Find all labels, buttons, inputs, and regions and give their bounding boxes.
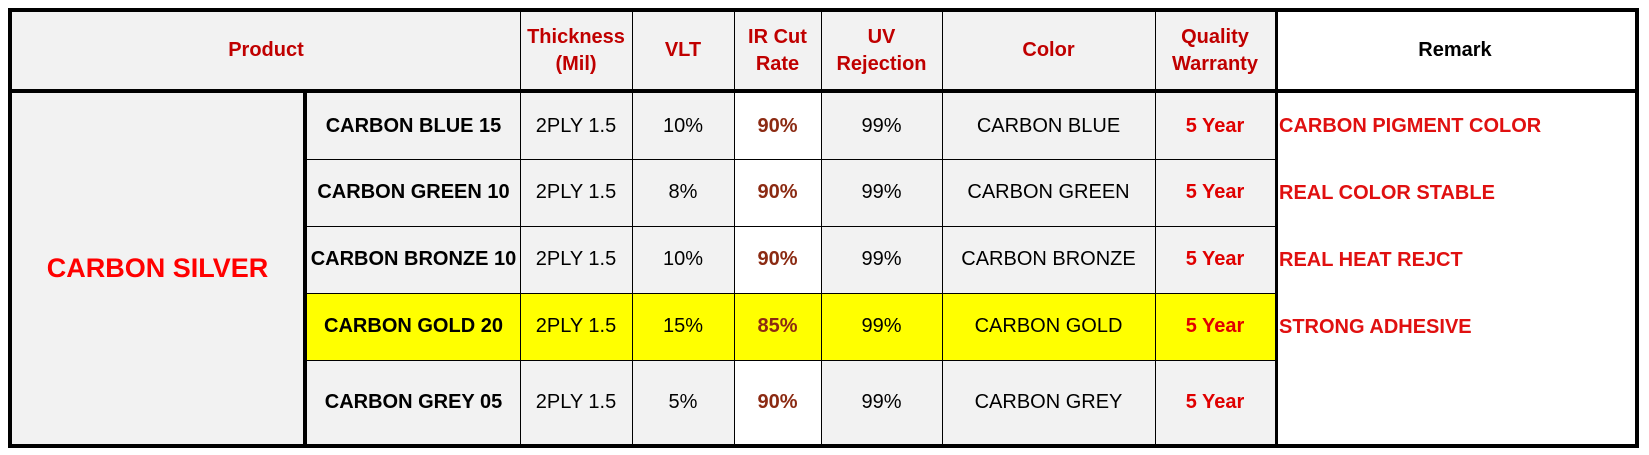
col-line-5 bbox=[942, 12, 943, 444]
row-line-3 bbox=[307, 293, 1275, 294]
row-line-4 bbox=[307, 360, 1275, 361]
col-line-2 bbox=[632, 12, 633, 444]
col-line-6 bbox=[1155, 12, 1156, 444]
header-product: Product bbox=[12, 12, 520, 89]
remark-3: REAL HEAT REJCT bbox=[1279, 249, 1463, 271]
row-2-vlt: 8% bbox=[632, 159, 734, 226]
row-4-vlt: 15% bbox=[632, 293, 734, 360]
product-group-name: CARBON SILVER bbox=[12, 93, 303, 444]
row-1-ir-cut-rate: 90% bbox=[734, 93, 821, 159]
row-2-ir-cut-rate: 90% bbox=[734, 159, 821, 226]
row-4-thickness: 2PLY 1.5 bbox=[520, 293, 632, 360]
row-2-thickness: 2PLY 1.5 bbox=[520, 159, 632, 226]
row-line-2 bbox=[307, 226, 1275, 227]
header-ir-cut-rate: IR Cut Rate bbox=[734, 12, 821, 89]
remark-divider bbox=[1275, 12, 1278, 444]
row-5-ir-cut-rate: 90% bbox=[734, 360, 821, 444]
row-1-product: CARBON BLUE 15 bbox=[307, 93, 520, 159]
row-1-warranty: 5 Year bbox=[1155, 93, 1275, 159]
row-3-uv-rejection: 99% bbox=[821, 226, 942, 293]
row-4-color: CARBON GOLD bbox=[942, 293, 1155, 360]
row-3-color: CARBON BRONZE bbox=[942, 226, 1155, 293]
remark-1: CARBON PIGMENT COLOR bbox=[1279, 115, 1542, 137]
row-5-warranty: 5 Year bbox=[1155, 360, 1275, 444]
row-2-warranty: 5 Year bbox=[1155, 159, 1275, 226]
row-5-product: CARBON GREY 05 bbox=[307, 360, 520, 444]
group-divider bbox=[303, 89, 307, 444]
row-3-ir-cut-rate: 90% bbox=[734, 226, 821, 293]
header-remark: Remark bbox=[1275, 12, 1635, 89]
header-vlt: VLT bbox=[632, 12, 734, 89]
col-line-4 bbox=[821, 12, 822, 444]
row-2-uv-rejection: 99% bbox=[821, 159, 942, 226]
header-uv-rejection: UV Rejection bbox=[821, 12, 942, 89]
row-5-vlt: 5% bbox=[632, 360, 734, 444]
row-4-ir-cut-rate: 85% bbox=[734, 293, 821, 360]
row-1-thickness: 2PLY 1.5 bbox=[520, 93, 632, 159]
row-4-product: CARBON GOLD 20 bbox=[307, 293, 520, 360]
row-2-color: CARBON GREEN bbox=[942, 159, 1155, 226]
row-line-1 bbox=[307, 159, 1275, 160]
row-5-thickness: 2PLY 1.5 bbox=[520, 360, 632, 444]
row-2-product: CARBON GREEN 10 bbox=[307, 159, 520, 226]
row-5-color: CARBON GREY bbox=[942, 360, 1155, 444]
row-1-vlt: 10% bbox=[632, 93, 734, 159]
row-3-warranty: 5 Year bbox=[1155, 226, 1275, 293]
col-line-1 bbox=[520, 12, 521, 444]
row-3-thickness: 2PLY 1.5 bbox=[520, 226, 632, 293]
row-4-warranty: 5 Year bbox=[1155, 293, 1275, 360]
header-quality-warranty: Quality Warranty bbox=[1155, 12, 1275, 89]
row-3-product: CARBON BRONZE 10 bbox=[307, 226, 520, 293]
row-3-vlt: 10% bbox=[632, 226, 734, 293]
row-1-uv-rejection: 99% bbox=[821, 93, 942, 159]
row-4-uv-rejection: 99% bbox=[821, 293, 942, 360]
header-divider bbox=[12, 89, 1635, 93]
remark-column bbox=[1278, 93, 1635, 444]
row-1-color: CARBON BLUE bbox=[942, 93, 1155, 159]
header-color: Color bbox=[942, 12, 1155, 89]
product-spec-table: Product Thickness (Mil) VLT IR Cut Rate … bbox=[8, 8, 1639, 448]
header-thickness: Thickness (Mil) bbox=[520, 12, 632, 89]
remark-2: REAL COLOR STABLE bbox=[1279, 182, 1495, 204]
row-5-uv-rejection: 99% bbox=[821, 360, 942, 444]
remark-4: STRONG ADHESIVE bbox=[1279, 316, 1472, 338]
col-line-3 bbox=[734, 12, 735, 444]
